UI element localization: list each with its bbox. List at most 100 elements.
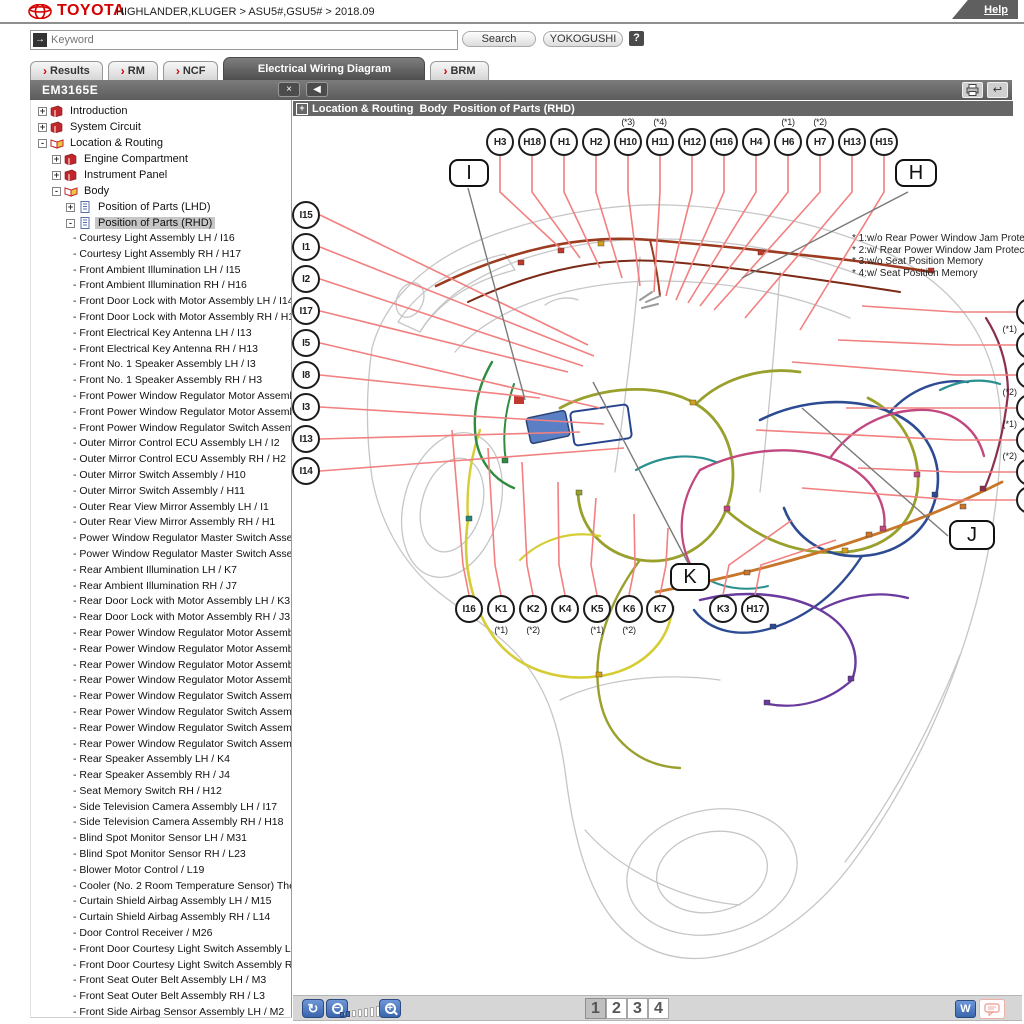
connector-callout[interactable]: H1 <box>550 128 578 156</box>
tab[interactable]: › BRM <box>430 61 489 80</box>
connector-callout[interactable]: H12 <box>678 128 706 156</box>
connector-callout[interactable]: I15 <box>292 201 320 229</box>
tree-leaf-item[interactable]: - Blind Spot Monitor Sensor LH / M31 <box>73 832 247 845</box>
page-button[interactable]: 2 <box>606 998 627 1019</box>
tree-leaf-item[interactable]: - Front No. 1 Speaker Assembly RH / H3 <box>73 374 263 387</box>
connector-callout[interactable]: I1 <box>292 233 320 261</box>
page-button[interactable]: 4 <box>648 998 669 1019</box>
tree-leaf-item[interactable]: - Front Electrical Key Antenna LH / I13 <box>73 326 252 339</box>
connector-callout[interactable]: H17 <box>741 595 769 623</box>
tree-item[interactable]: + System Circuit <box>31 119 291 135</box>
connector-callout[interactable]: I14 <box>292 457 320 485</box>
search-button[interactable]: Search <box>462 31 536 47</box>
connector-callout-clipped[interactable] <box>1016 486 1024 514</box>
tree-leaf-item[interactable]: - Rear Door Lock with Motor Assembly RH … <box>73 611 291 624</box>
harness-group-box-j[interactable]: J <box>949 520 995 550</box>
connector-callout[interactable]: (*2) K2 <box>519 595 547 635</box>
tree-leaf-item[interactable]: - Front Door Lock with Motor Assembly LH… <box>73 295 292 308</box>
toc-sidebar[interactable]: + Introduction + <box>30 100 292 1018</box>
tree-expander-icon[interactable]: + <box>66 201 75 212</box>
connector-callout[interactable]: (*1) K1 <box>487 595 515 635</box>
connector-callout[interactable]: I2 <box>292 265 320 293</box>
tree-leaf-item[interactable]: - Rear Power Window Regulator Switch Ass… <box>73 737 292 750</box>
tree-leaf-item[interactable]: - Outer Rear View Mirror Assembly LH / I… <box>73 500 269 513</box>
connector-callout-clipped[interactable]: (*2) <box>1002 451 1024 486</box>
tree-leaf-item[interactable]: - Outer Rear View Mirror Assembly RH / H… <box>73 516 276 529</box>
keyword-input[interactable] <box>49 32 457 48</box>
tree-leaf-item[interactable]: - Rear Power Window Regulator Motor Asse… <box>73 658 291 671</box>
return-button[interactable]: ↩ <box>987 82 1008 98</box>
tree-leaf-item[interactable]: - Side Television Camera Assembly LH / I… <box>73 800 278 813</box>
tree-leaf-item[interactable]: - Outer Mirror Control ECU Assembly LH /… <box>73 437 280 450</box>
tab[interactable]: › Results <box>30 61 103 80</box>
tree-leaf-item[interactable]: - Front Side Airbag Sensor Assembly LH /… <box>73 1006 285 1018</box>
connector-callout[interactable]: K4 <box>551 595 579 623</box>
tree-leaf-item[interactable]: - Side Television Camera Assembly RH / H… <box>73 816 284 829</box>
tree-leaf-item[interactable]: - Cooler (No. 2 Room Temperature Sensor)… <box>73 879 291 892</box>
tree-item[interactable]: - Position of Parts (RHD) <box>31 215 291 231</box>
tree-expander-icon[interactable]: + <box>52 169 61 180</box>
connector-callout[interactable]: H4 <box>742 128 770 156</box>
connector-callout[interactable]: K7 <box>646 595 674 623</box>
expand-title-icon[interactable]: + <box>296 102 308 115</box>
connector-callout[interactable]: H13 <box>838 128 866 156</box>
tree-leaf-item[interactable]: - Power Window Regulator Master Switch A… <box>73 532 292 545</box>
tab[interactable]: › Electrical Wiring Diagram <box>223 57 426 80</box>
tree-leaf-item[interactable]: - Outer Mirror Switch Assembly / H10 <box>73 468 246 481</box>
harness-group-box-h[interactable]: H <box>895 159 937 187</box>
tree-item[interactable]: - Body <box>31 183 291 199</box>
tree-leaf-item[interactable]: - Outer Mirror Switch Assembly / H11 <box>73 484 245 497</box>
tree-expander-icon[interactable]: + <box>38 121 47 132</box>
tree-leaf-item[interactable]: - Front Power Window Regulator Switch As… <box>73 421 291 434</box>
page-button[interactable]: 1 <box>585 998 606 1019</box>
comment-button[interactable] <box>979 999 1005 1019</box>
tree-expander-icon[interactable]: - <box>38 138 47 148</box>
tree-leaf-item[interactable]: - Front Door Courtesy Light Switch Assem… <box>73 958 292 971</box>
tree-expander-icon[interactable]: + <box>38 105 47 116</box>
tree-leaf-item[interactable]: - Front Door Lock with Motor Assembly RH… <box>73 310 292 323</box>
tree-item[interactable]: + Position of Parts (LHD) <box>31 199 291 215</box>
connector-callout-clipped[interactable]: (*1) <box>1002 324 1024 359</box>
tree-leaf-item[interactable]: - Door Control Receiver / M26 <box>73 927 213 940</box>
tree-leaf-item[interactable]: - Rear Door Lock with Motor Assembly LH … <box>73 595 291 608</box>
connector-callout[interactable]: (*1) K5 <box>583 595 611 635</box>
tree-expander-icon[interactable]: - <box>66 218 75 228</box>
connector-callout[interactable]: H16 <box>710 128 738 156</box>
tree-leaf-item[interactable]: - Power Window Regulator Master Switch A… <box>73 547 292 560</box>
search-help-icon[interactable]: ? <box>629 31 644 46</box>
connector-callout[interactable]: (*2) H7 <box>806 117 834 156</box>
tree-item[interactable]: + Introduction <box>31 103 291 119</box>
tree-item[interactable]: + Instrument Panel <box>31 167 291 183</box>
tree-leaf-item[interactable]: - Rear Ambient Illumination RH / J7 <box>73 579 237 592</box>
tree-leaf-item[interactable]: - Rear Speaker Assembly LH / K4 <box>73 753 230 766</box>
tab[interactable]: › RM <box>107 61 158 80</box>
connector-callout[interactable]: I13 <box>292 425 320 453</box>
tree-leaf-item[interactable]: - Front Power Window Regulator Motor Ass… <box>73 405 291 418</box>
connector-callout[interactable]: K3 <box>709 595 737 623</box>
connector-callout[interactable]: (*3) H10 <box>614 117 642 156</box>
tab[interactable]: › NCF <box>162 61 219 80</box>
connector-callout[interactable]: H15 <box>870 128 898 156</box>
tree-leaf-item[interactable]: - Rear Speaker Assembly RH / J4 <box>73 769 230 782</box>
tree-leaf-item[interactable]: - Seat Memory Switch RH / H12 <box>73 784 222 797</box>
tree-leaf-item[interactable]: - Front No. 1 Speaker Assembly LH / I3 <box>73 358 256 371</box>
tree-expander-icon[interactable]: + <box>52 153 61 164</box>
connector-callout-clipped[interactable]: (*2) <box>1002 387 1024 422</box>
connector-callout[interactable]: I8 <box>292 361 320 389</box>
tree-expander-icon[interactable]: - <box>52 186 61 196</box>
connector-callout[interactable]: I16 <box>455 595 483 623</box>
harness-group-box-i[interactable]: I <box>449 159 489 187</box>
refresh-button[interactable]: ↻ <box>302 999 324 1018</box>
connector-callout[interactable]: H2 <box>582 128 610 156</box>
collapse-tree-button[interactable]: ◀ <box>306 82 328 97</box>
tree-item[interactable]: - Location & Routing <box>31 135 291 151</box>
tree-leaf-item[interactable]: - Rear Power Window Regulator Motor Asse… <box>73 674 291 687</box>
connector-callout-clipped[interactable]: (*1) <box>1002 419 1024 454</box>
tree-leaf-item[interactable]: - Front Ambient Illumination LH / I15 <box>73 263 241 276</box>
connector-callout[interactable]: (*1) H6 <box>774 117 802 156</box>
connector-callout[interactable]: H18 <box>518 128 546 156</box>
tree-leaf-item[interactable]: - Blower Motor Control / L19 <box>73 863 205 876</box>
tree-leaf-item[interactable]: - Outer Mirror Control ECU Assembly RH /… <box>73 453 286 466</box>
wiring-view-button[interactable]: W <box>955 1000 976 1018</box>
connector-callout-clipped[interactable] <box>1016 298 1024 326</box>
